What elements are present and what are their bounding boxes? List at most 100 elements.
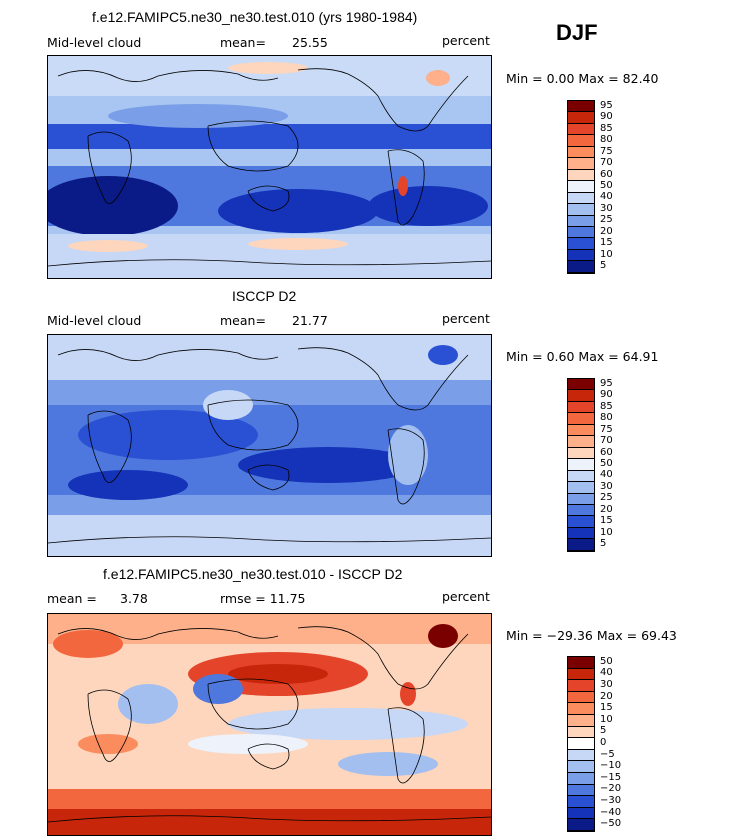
colorbar-swatch: [568, 482, 594, 494]
colorbar-label: 90: [600, 111, 613, 123]
colorbar-label: 95: [600, 99, 613, 111]
panel1-units: percent: [442, 33, 490, 48]
colorbar-label: −30: [600, 795, 622, 806]
colorbar-swatch: [568, 169, 594, 182]
colorbar-swatch: [568, 749, 594, 762]
colorbar-swatch: [568, 703, 594, 715]
colorbar-label: 95: [600, 377, 613, 389]
colorbar-swatch: [568, 761, 594, 773]
colorbar-swatch: [568, 135, 594, 147]
season-label: DJF: [556, 20, 598, 45]
colorbar-label: 85: [600, 122, 613, 134]
colorbar-swatch: [568, 527, 594, 540]
panel3-map: [47, 613, 492, 836]
colorbar-label: 20: [600, 225, 613, 237]
colorbar-swatch: [568, 516, 594, 528]
colorbar-label: 25: [600, 214, 613, 226]
colorbar-swatch: [568, 413, 594, 425]
colorbar-label: 75: [600, 145, 613, 157]
panel1-stat-value: 25.55: [292, 35, 328, 50]
panel1-map-field: [48, 56, 491, 278]
colorbar-swatch: [568, 424, 594, 437]
panel1-title: f.e12.FAMIPC5.ne30_ne30.test.010 (yrs 19…: [92, 9, 418, 25]
panel2-range: Min = 0.60 Max = 64.91: [506, 349, 659, 364]
colorbar-swatch: [568, 796, 594, 808]
colorbar-label: 15: [600, 515, 613, 527]
colorbar-swatch: [568, 238, 594, 250]
colorbar-swatch: [568, 204, 594, 216]
colorbar-label: 10: [600, 713, 613, 725]
colorbar-swatch: [568, 390, 594, 402]
colorbar-swatch: [568, 726, 594, 739]
colorbar-swatch: [568, 680, 594, 692]
panel3-units: percent: [442, 589, 490, 604]
colorbar-label: 5: [600, 538, 607, 550]
colorbar-label: 30: [600, 679, 613, 690]
colorbar-swatch: [568, 772, 594, 785]
colorbar-label: 80: [600, 134, 613, 146]
colorbar-swatch: [568, 493, 594, 505]
colorbar-label: 10: [600, 526, 613, 538]
colorbar-swatch: [568, 459, 594, 471]
colorbar-label: 50: [600, 458, 613, 469]
colorbar-swatch: [568, 668, 594, 681]
colorbar-label: 40: [600, 469, 613, 481]
colorbar-swatch: [568, 539, 594, 551]
colorbar-label: 15: [600, 237, 613, 249]
panel2-map-field: [48, 335, 491, 556]
colorbar-label: 5: [600, 260, 607, 272]
colorbar-swatch: [568, 691, 594, 704]
panel3-map-field: [48, 614, 491, 835]
panel1-left-label: Mid-level cloud: [47, 35, 142, 50]
colorbar-swatch: [568, 112, 594, 124]
colorbar-swatch: [568, 738, 594, 750]
colorbar-swatch: [568, 261, 594, 273]
colorbar-label: 5: [600, 725, 607, 737]
colorbar-label: 30: [600, 202, 613, 214]
colorbar-label: 70: [600, 157, 613, 169]
colorbar-label: 25: [600, 492, 613, 504]
colorbar-swatch: [568, 657, 594, 669]
panel3-title: f.e12.FAMIPC5.ne30_ne30.test.010 - ISCCP…: [103, 566, 403, 582]
colorbar-swatch: [568, 146, 594, 159]
colorbar-label: 0: [600, 737, 607, 748]
colorbar-label: 60: [600, 446, 613, 458]
panel2-left-label: Mid-level cloud: [47, 313, 142, 328]
panel3-mean-value: 3.78: [120, 591, 148, 606]
colorbar-label: 50: [600, 180, 613, 191]
panel2-map: [47, 334, 492, 557]
panel3-range: Min = −29.36 Max = 69.43: [506, 628, 677, 643]
colorbar-label: 20: [600, 503, 613, 515]
colorbar-label: −15: [600, 771, 622, 783]
colorbar-label: 15: [600, 702, 613, 714]
colorbar-swatch: [568, 181, 594, 193]
colorbar-label: 75: [600, 423, 613, 435]
colorbar-swatch: [568, 401, 594, 414]
panel2-title: ISCCP D2: [232, 288, 297, 304]
panel1-stat-label: mean=: [220, 35, 266, 50]
colorbar-label: −10: [600, 760, 622, 772]
colorbar-label: −20: [600, 783, 622, 795]
panel2-units: percent: [442, 311, 490, 326]
panel2-stat-label: mean=: [220, 313, 266, 328]
colorbar-swatch: [568, 226, 594, 239]
panel1-map: [47, 55, 492, 279]
colorbar-label: 30: [600, 480, 613, 492]
colorbar-swatch: [568, 192, 594, 205]
colorbar-swatch: [568, 807, 594, 820]
colorbar-swatch: [568, 714, 594, 727]
colorbar-label: 90: [600, 389, 613, 401]
colorbar-label: 80: [600, 412, 613, 424]
panel3-mean-label: mean =: [47, 591, 97, 606]
colorbar-swatch: [568, 215, 594, 227]
colorbar-label: 85: [600, 400, 613, 412]
colorbar-label: 20: [600, 690, 613, 702]
panel3-rmse: rmse = 11.75: [220, 591, 306, 606]
panel1-colorbar: [567, 100, 595, 274]
panel1-range: Min = 0.00 Max = 82.40: [506, 71, 659, 86]
colorbar-swatch: [568, 784, 594, 797]
colorbar-label: −40: [600, 806, 622, 818]
colorbar-swatch: [568, 249, 594, 262]
panel2-stat-value: 21.77: [292, 313, 328, 328]
colorbar-swatch: [568, 819, 594, 831]
